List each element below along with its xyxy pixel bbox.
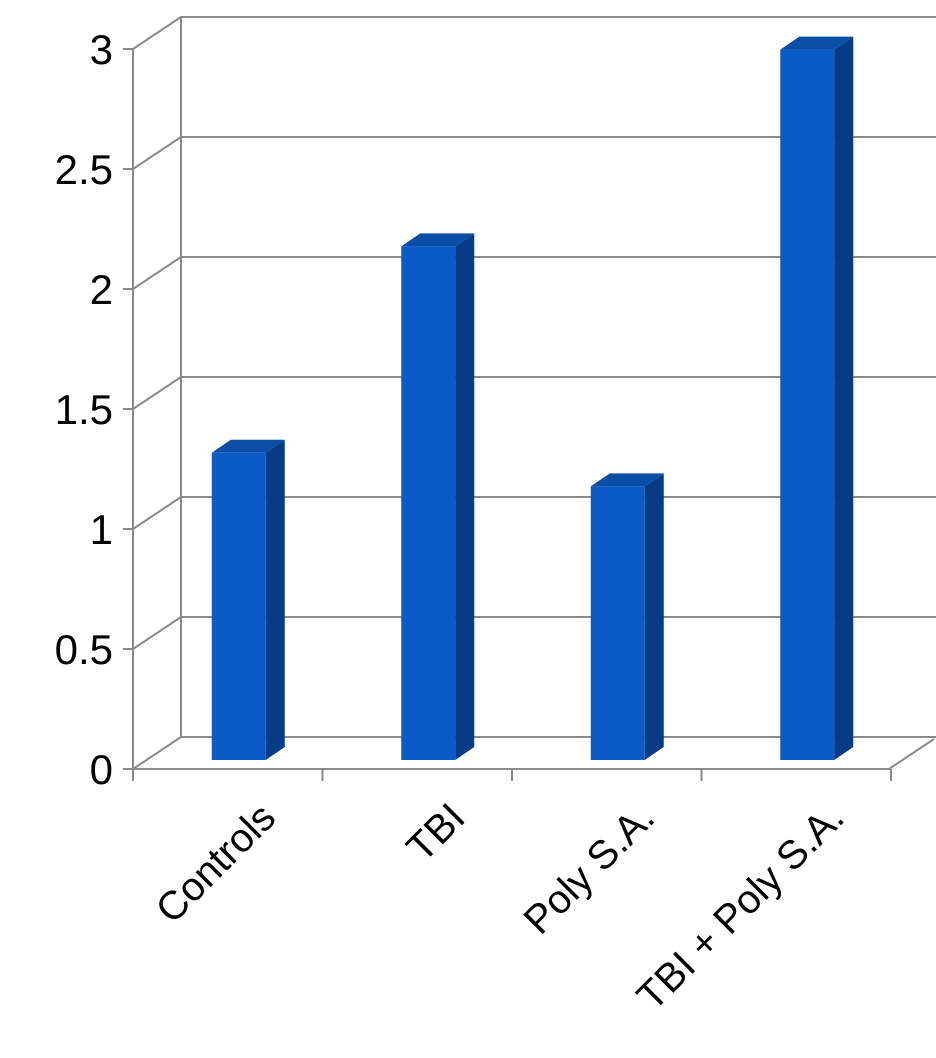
bar-4 — [780, 36, 854, 761]
x-tick-label: TBI + Poly S.A. — [629, 795, 853, 1019]
bar-side — [455, 233, 475, 760]
axes — [123, 17, 935, 781]
x-tick-label: Poly S.A. — [516, 795, 663, 942]
bar-front — [211, 452, 266, 760]
y-tick-label: 2.5 — [55, 146, 113, 193]
bar-top — [780, 36, 854, 50]
y-tick-label: 1.5 — [55, 386, 113, 433]
x-tick-labels: Controls TBI Poly S.A.TBI + Poly S.A. — [148, 795, 853, 1019]
bar-front — [401, 246, 456, 760]
x-tick-label: Controls — [148, 795, 284, 931]
x-axis-line — [133, 738, 935, 770]
bar-front — [590, 486, 645, 760]
x-tick-label: TBI — [398, 795, 473, 870]
bar-side — [834, 36, 854, 761]
bar-top — [401, 233, 475, 247]
y-tick-label: 0 — [90, 746, 113, 793]
bar-top — [211, 439, 285, 453]
bar-side — [265, 439, 285, 760]
bar-3 — [590, 473, 664, 760]
y-tick-label: 2 — [90, 266, 113, 313]
y-tick-labels: 0 0.5 1 1.5 2 2.5 3 — [55, 26, 113, 793]
bar-side — [644, 473, 664, 760]
bars — [211, 36, 854, 761]
y-tick-label: 1 — [90, 506, 113, 553]
y-tick-label: 3 — [90, 26, 113, 73]
y-tick-label: 0.5 — [55, 626, 113, 673]
bar-front — [780, 49, 835, 761]
bar-top — [590, 473, 664, 487]
bar-2 — [401, 233, 475, 760]
bar-1 — [211, 439, 285, 760]
